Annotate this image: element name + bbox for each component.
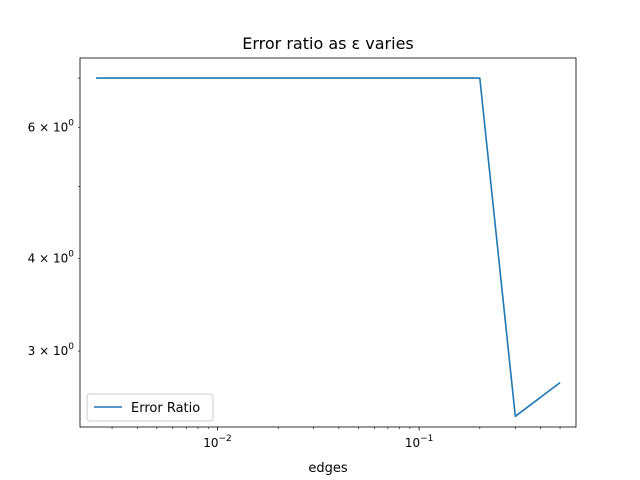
- x-axis-ticks: 10−2 10−1: [111, 427, 561, 450]
- axes-frame: [79, 57, 577, 428]
- y-tick-label: 3 × 100: [28, 342, 75, 358]
- series-layer: [96, 77, 561, 418]
- x-tick-label: 10−1: [405, 434, 434, 450]
- x-axis-label: edges: [308, 461, 348, 476]
- legend-box: [86, 393, 214, 422]
- chart-title: Error ratio as ε varies: [242, 34, 414, 53]
- x-tick-label: 10−2: [203, 434, 232, 450]
- legend: Error Ratio: [86, 393, 214, 422]
- y-tick-label: 4 × 100: [28, 249, 75, 265]
- y-axis-ticks: 3 × 100 4 × 100 6 × 100: [28, 77, 80, 358]
- plot-area: [79, 57, 577, 428]
- y-tick-label: 6 × 100: [28, 119, 75, 135]
- series-line-0: [96, 77, 561, 418]
- legend-label: Error Ratio: [131, 401, 200, 416]
